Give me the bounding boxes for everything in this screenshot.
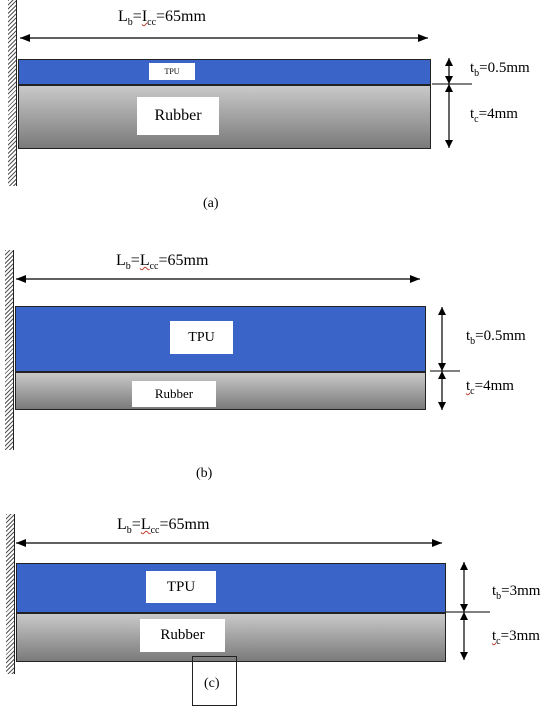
dimension-arrows [20,34,472,148]
tpu-label: TPU [170,321,233,354]
tb-label: tb=3mm [492,583,541,602]
caption-a: (a) [203,196,219,211]
caption-box [192,656,237,706]
tb-label: tb=0.5mm [466,328,526,347]
dimension-arrows [16,539,490,660]
tpu-layer [16,563,446,613]
tpu-layer [18,59,431,85]
rubber-label: Rubber [132,381,216,407]
tpu-label: TPU [149,63,195,80]
tpu-label: TPU [146,571,216,603]
fixed-wall [6,514,15,674]
tc-label: tc=4mm [466,378,514,397]
dimension-arrows [16,275,460,410]
caption-b: (b) [196,466,213,481]
panel-b: Lb=Lcc=65mm TPU Rubber tb=0.5mm tc=4mm (… [0,230,553,490]
fixed-wall [8,0,17,186]
length-label: Lb=Lcc=65mm [117,516,210,537]
tc-label: tc=4mm [470,106,518,125]
rubber-label: Rubber [140,619,225,652]
panel-c: Lb=Lcc=65mm TPU Rubber tb=3mm tc=3mm (c) [0,490,553,716]
rubber-layer [15,372,426,410]
length-label: Lb=Lcc=65mm [116,252,209,273]
fixed-wall [5,250,14,450]
length-label: Lb=Icc=65mm [118,8,206,29]
rubber-layer [16,613,446,662]
tc-label: tc=3mm [492,628,540,647]
panel-a: Lb=Icc=65mm TPU Rubber tb=0.5mm tc=4mm (… [0,0,553,230]
rubber-label: Rubber [137,97,219,135]
caption-c: (c) [204,676,220,691]
rubber-layer [18,85,431,149]
tb-label: tb=0.5mm [470,60,530,79]
